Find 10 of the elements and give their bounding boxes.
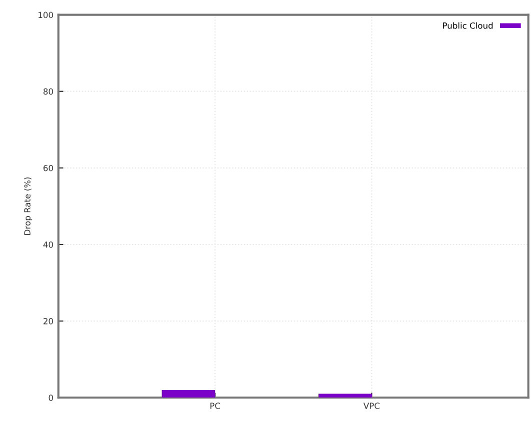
x-tick-label: VPC [363, 402, 380, 409]
y-tick-label: 40 [43, 241, 53, 248]
y-tick-label: 60 [44, 164, 53, 172]
x-tick-label: PC [210, 402, 220, 409]
legend-label: Public Cloud [443, 22, 493, 29]
y-tick-label: 20 [44, 318, 53, 324]
y-tick-label: 0 [48, 394, 53, 401]
y-axis-title: Drop Rate (%) [24, 177, 32, 235]
y-tick-label: 100 [38, 12, 53, 18]
y-tick-label: 80 [44, 88, 53, 95]
